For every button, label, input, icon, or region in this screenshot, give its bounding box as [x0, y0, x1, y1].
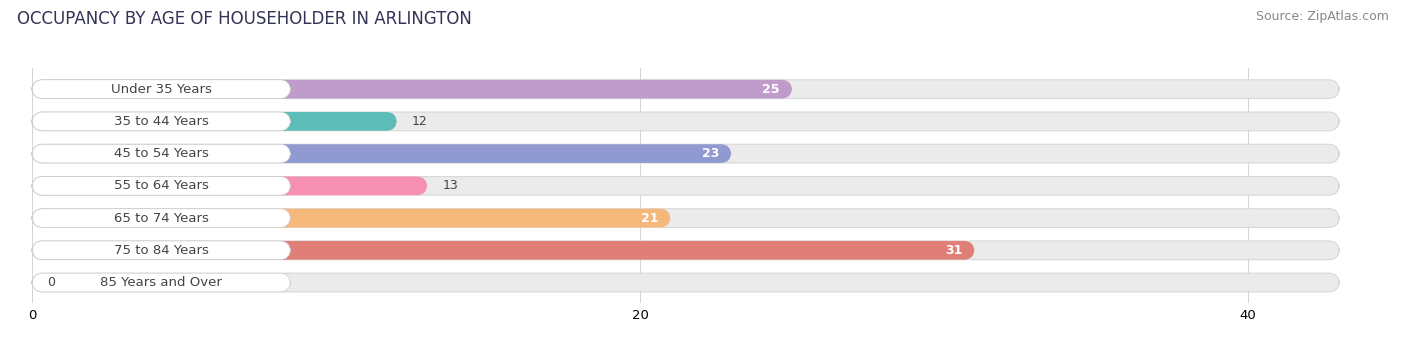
- FancyBboxPatch shape: [32, 241, 1340, 260]
- Text: 25: 25: [762, 83, 780, 95]
- FancyBboxPatch shape: [32, 144, 291, 163]
- FancyBboxPatch shape: [32, 209, 671, 227]
- Text: 65 to 74 Years: 65 to 74 Years: [114, 211, 208, 225]
- Text: 23: 23: [702, 147, 718, 160]
- Text: OCCUPANCY BY AGE OF HOUSEHOLDER IN ARLINGTON: OCCUPANCY BY AGE OF HOUSEHOLDER IN ARLIN…: [17, 10, 472, 28]
- FancyBboxPatch shape: [32, 112, 396, 131]
- Text: 21: 21: [641, 211, 658, 225]
- FancyBboxPatch shape: [32, 80, 1340, 99]
- Text: Under 35 Years: Under 35 Years: [111, 83, 212, 95]
- FancyBboxPatch shape: [32, 144, 731, 163]
- FancyBboxPatch shape: [32, 177, 1340, 195]
- FancyBboxPatch shape: [32, 80, 291, 99]
- FancyBboxPatch shape: [32, 80, 792, 99]
- Text: 55 to 64 Years: 55 to 64 Years: [114, 179, 208, 192]
- FancyBboxPatch shape: [32, 241, 974, 260]
- FancyBboxPatch shape: [32, 273, 1340, 292]
- Text: 45 to 54 Years: 45 to 54 Years: [114, 147, 208, 160]
- FancyBboxPatch shape: [32, 177, 291, 195]
- FancyBboxPatch shape: [32, 209, 1340, 227]
- FancyBboxPatch shape: [32, 177, 427, 195]
- FancyBboxPatch shape: [32, 144, 1340, 163]
- Text: 0: 0: [48, 276, 55, 289]
- Text: 35 to 44 Years: 35 to 44 Years: [114, 115, 208, 128]
- Text: Source: ZipAtlas.com: Source: ZipAtlas.com: [1256, 10, 1389, 23]
- FancyBboxPatch shape: [32, 273, 291, 292]
- FancyBboxPatch shape: [32, 209, 291, 227]
- FancyBboxPatch shape: [32, 112, 1340, 131]
- Text: 12: 12: [412, 115, 427, 128]
- FancyBboxPatch shape: [32, 112, 291, 131]
- FancyBboxPatch shape: [32, 241, 291, 260]
- Text: 85 Years and Over: 85 Years and Over: [100, 276, 222, 289]
- Text: 75 to 84 Years: 75 to 84 Years: [114, 244, 208, 257]
- Text: 31: 31: [945, 244, 962, 257]
- Text: 13: 13: [443, 179, 458, 192]
